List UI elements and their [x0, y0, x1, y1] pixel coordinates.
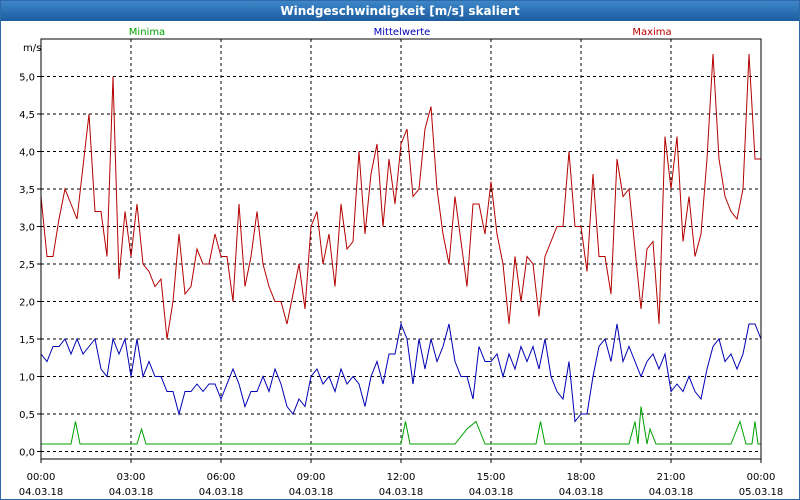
x-tick-date-label: 04.03.18 — [289, 487, 334, 498]
legend-item-mittelwerte: Mittelwerte — [374, 27, 431, 38]
x-tick-date-label: 05.03.18 — [739, 487, 784, 498]
y-tick-labels: 0,0 0,5 1,0 1,5 2,0 2,5 3,0 3,5 4,0 4,5 5,0 — [19, 73, 35, 459]
x-tick-time-label: 09:00 — [297, 472, 326, 483]
chart-title: Windgeschwindigkeit [m/s] skaliert — [1, 1, 799, 21]
x-tick-date-label: 04.03.18 — [19, 487, 64, 498]
x-tick-date-label: 04.03.18 — [379, 487, 424, 498]
x-tick-time-label: 12:00 — [387, 472, 416, 483]
x-tick-date-label: 04.03.18 — [469, 487, 514, 498]
y-tick-label: 0,0 — [19, 448, 35, 459]
y-tick-label: 0,5 — [19, 410, 35, 421]
y-tick-label: 2,0 — [19, 298, 35, 309]
x-tick-time-label: 15:00 — [477, 472, 506, 483]
x-tick-time-label: 06:00 — [207, 472, 236, 483]
x-tick-labels: 00:00 04.03.18 03:00 04.03.18 06:00 04.03.18 0… — [19, 472, 784, 498]
x-tick-date-label: 04.03.18 — [559, 487, 604, 498]
legend: Minima Mittelwerte Maxima — [129, 27, 672, 38]
grid-lines — [37, 39, 762, 463]
x-tick-date-label: 04.03.18 — [649, 487, 694, 498]
plot-frame — [40, 38, 762, 460]
y-tick-label: 3,0 — [19, 223, 35, 234]
y-tick-label: 3,5 — [19, 185, 35, 196]
x-tick-time-label: 18:00 — [567, 472, 596, 483]
series-line-mittelwerte — [40, 322, 762, 423]
legend-item-maxima: Maxima — [632, 27, 671, 38]
legend-item-minima: Minima — [129, 27, 165, 38]
y-tick-label: 1,5 — [19, 335, 35, 346]
y-tick-label: 5,0 — [19, 73, 35, 84]
x-tick-date-label: 04.03.18 — [109, 487, 154, 498]
x-tick-time-label: 00:00 — [747, 472, 776, 483]
series-lines — [40, 53, 762, 445]
series-line-minima — [41, 406, 761, 445]
x-tick-time-label: 03:00 — [117, 472, 146, 483]
x-tick-date-label: 04.03.18 — [199, 487, 244, 498]
y-tick-label: 4,0 — [19, 148, 35, 159]
y-tick-label: 4,5 — [19, 110, 35, 121]
y-tick-label: 1,0 — [19, 373, 35, 384]
series-line-maxima — [40, 53, 761, 340]
x-tick-time-label: 00:00 — [27, 472, 56, 483]
x-tick-time-label: 21:00 — [657, 472, 686, 483]
y-axis-unit-label: m/s — [23, 43, 41, 54]
y-tick-label: 2,5 — [19, 260, 35, 271]
